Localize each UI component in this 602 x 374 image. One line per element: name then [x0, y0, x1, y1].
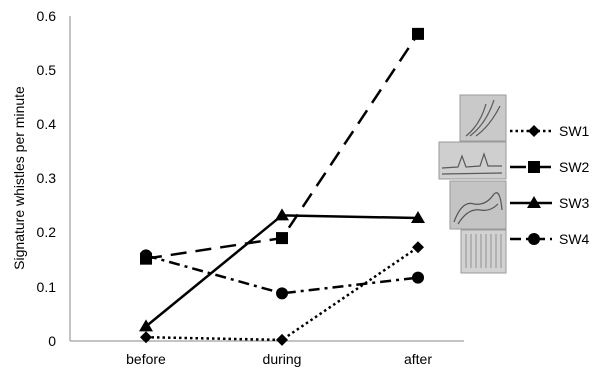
y-tick-label: 0.6	[37, 8, 57, 24]
series-line-sw2	[145, 33, 420, 260]
legend-label-sw4: SW4	[559, 231, 590, 247]
y-tick-label: 0.3	[37, 170, 57, 186]
y-tick-label: 0.5	[37, 62, 57, 78]
series-line-sw1	[145, 246, 419, 342]
spectrogram-sw4-image	[460, 229, 507, 274]
x-tick-labels: before during after	[126, 351, 432, 367]
legend-marker-sw1	[528, 125, 540, 137]
spectrogram-thumbnails	[438, 94, 507, 274]
x-tick-label: after	[404, 351, 432, 367]
y-tick-label: 0.2	[37, 224, 57, 240]
data-point-sw2	[276, 232, 288, 245]
spectrogram-sw1-image	[459, 94, 507, 142]
data-point-sw2	[412, 27, 424, 40]
data-point-sw3	[275, 208, 289, 221]
data-point-sw4	[412, 271, 424, 284]
y-tick-label: 0.4	[37, 116, 57, 132]
legend-label-sw1: SW1	[559, 123, 590, 139]
legend-marker-sw4	[528, 233, 540, 245]
data-point-sw4	[276, 287, 288, 300]
data-point-sw1	[276, 333, 288, 346]
y-axis-title: Signature whistles per minute	[11, 86, 27, 270]
data-point-sw1	[140, 331, 152, 344]
data-point-sw3	[139, 319, 153, 332]
spectrogram-sw2-image	[438, 141, 507, 180]
spectrogram-sw3-image	[449, 180, 507, 230]
data-point-sw1	[412, 241, 424, 254]
legend: SW1 SW2 SW3 SW4	[510, 123, 590, 247]
legend-marker-sw2	[528, 161, 540, 173]
data-point-sw3	[411, 211, 425, 224]
data-point-sw4	[140, 249, 152, 262]
x-tick-label: before	[126, 351, 166, 367]
legend-marker-sw3	[527, 196, 541, 208]
y-tick-labels: 0 0.1 0.2 0.3 0.4 0.5 0.6	[37, 8, 57, 349]
y-tick-label: 0	[48, 333, 56, 349]
series-line-sw4	[145, 254, 419, 295]
x-tick-label: during	[263, 351, 302, 367]
legend-label-sw3: SW3	[559, 195, 590, 211]
y-tick-label: 0.1	[37, 279, 57, 295]
series-line-sw3	[145, 214, 419, 328]
series-layer	[139, 27, 425, 346]
legend-label-sw2: SW2	[559, 159, 590, 175]
